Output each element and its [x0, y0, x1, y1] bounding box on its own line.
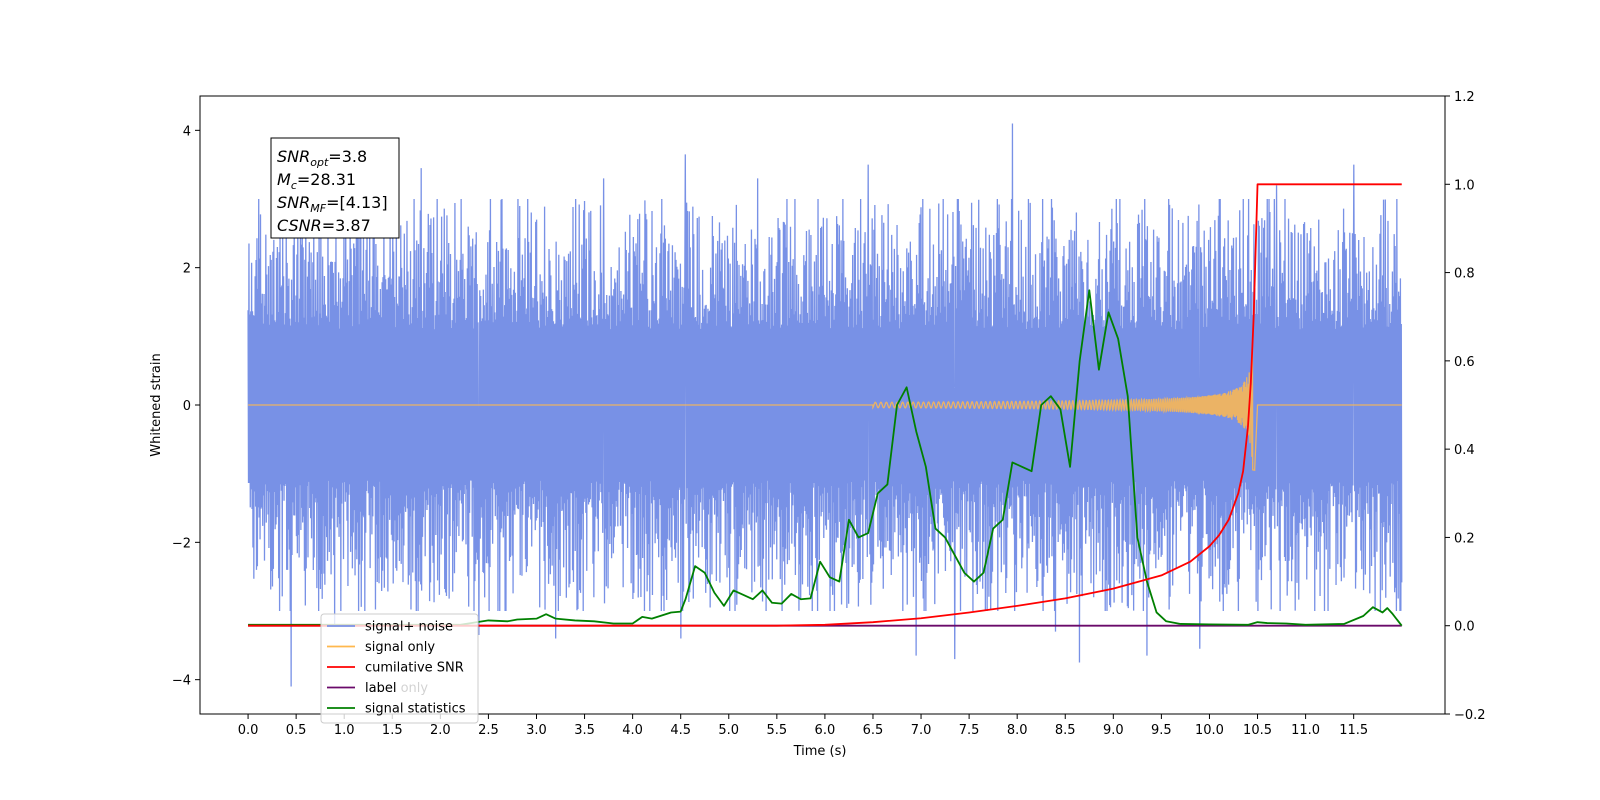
info-box-frame: [270, 137, 400, 239]
signal-series: [248, 346, 1402, 472]
x-tick-label: 1.0: [334, 723, 355, 738]
noise-series: [247, 123, 1403, 687]
info-symbol: SNR: [277, 193, 310, 212]
info-value: =3.8: [328, 147, 367, 166]
x-tick-label: 4.0: [622, 723, 643, 738]
x-tick-label: 6.5: [863, 723, 884, 738]
y-tick-label: −2: [172, 536, 191, 551]
x-tick-label: 11.5: [1339, 723, 1368, 738]
x-tick-label: 10.5: [1243, 723, 1272, 738]
info-symbol: SNR: [277, 147, 310, 166]
x-tick-label: 5.5: [766, 723, 787, 738]
y-axis-title: Whitened strain: [149, 353, 164, 456]
y2-tick-label: 0.6: [1454, 355, 1475, 370]
x-tick-label: 2.5: [478, 723, 499, 738]
x-tick-label: 0.0: [238, 723, 259, 738]
signal-statistics-series: [248, 289, 1403, 627]
y2-tick-label: 0.0: [1454, 620, 1475, 635]
x-tick-label: 11.0: [1291, 723, 1320, 738]
cumulative-snr-series: [248, 183, 1402, 627]
info-value: =3.87: [322, 216, 371, 235]
info-symbol: M: [277, 170, 291, 189]
legend-label: label: [365, 681, 396, 696]
y-axis-right: −0.2 0.0 0.2 0.4 0.6 0.8 1.0 1.2: [1445, 90, 1486, 723]
y-tick-label: −4: [172, 674, 191, 689]
info-line: CSNR=3.87: [277, 216, 371, 235]
x-tick-label: 9.5: [1151, 723, 1172, 738]
y2-tick-label: 1.0: [1454, 178, 1475, 193]
x-tick-label: 7.5: [959, 723, 980, 738]
x-tick-label: 0.5: [286, 723, 307, 738]
info-line: Mc=28.31: [277, 170, 356, 192]
legend-label: signal statistics: [365, 702, 466, 717]
legend-label: signal only: [365, 640, 435, 655]
y-tick-label: 4: [183, 124, 191, 139]
x-tick-label: 7.0: [911, 723, 932, 738]
x-tick-label: 8.5: [1055, 723, 1076, 738]
x-tick-label: 3.5: [574, 723, 595, 738]
x-axis-title: Time (s): [793, 744, 847, 759]
y-axis-left: −4 −2 0 2 4: [172, 124, 200, 689]
legend: signal+ noise signal only cumilative SNR la…: [320, 613, 479, 724]
info-line: SNRMF=[4.13]: [277, 193, 388, 215]
x-tick-label: 5.0: [718, 723, 739, 738]
cumulative-snr-trace: [248, 183, 1402, 627]
info-value: =[4.13]: [326, 193, 388, 212]
y-tick-label: 0: [183, 399, 191, 414]
signal-statistics-trace: [248, 289, 1403, 627]
info-symbol: CSNR: [277, 216, 322, 235]
info-subscript: opt: [310, 156, 329, 169]
x-tick-label: 2.0: [430, 723, 451, 738]
x-tick-label: 3.0: [526, 723, 547, 738]
signal-trace: [248, 346, 1402, 472]
x-axis: 0.0 0.5 1.0 1.5 2.0 2.5 3.0 3.5 4.0 4.5 5.0 5.5 6.0 6…: [238, 714, 1368, 738]
legend-ghost-label: label only: [365, 681, 428, 696]
legend-label: cumilative SNR: [365, 661, 464, 676]
x-tick-label: 6.0: [815, 723, 836, 738]
y-tick-label: 2: [183, 262, 191, 277]
y2-tick-label: 1.2: [1454, 90, 1475, 105]
legend-label: signal+ noise: [365, 620, 453, 635]
x-tick-label: 9.0: [1103, 723, 1124, 738]
info-subscript: c: [291, 179, 297, 192]
x-tick-label: 1.5: [382, 723, 403, 738]
noise-trace: [247, 123, 1403, 687]
x-tick-label: 4.5: [670, 723, 691, 738]
y2-tick-label: −0.2: [1454, 708, 1486, 723]
info-value: =28.31: [297, 170, 356, 189]
y2-tick-label: 0.2: [1454, 531, 1475, 546]
y2-tick-label: 0.4: [1454, 443, 1475, 458]
legend-frame: [320, 613, 479, 724]
y2-tick-label: 0.8: [1454, 267, 1475, 282]
x-tick-label: 10.0: [1195, 723, 1224, 738]
info-subscript: MF: [310, 202, 326, 215]
info-line: SNRopt=3.8: [277, 147, 367, 169]
x-tick-label: 8.0: [1007, 723, 1028, 738]
